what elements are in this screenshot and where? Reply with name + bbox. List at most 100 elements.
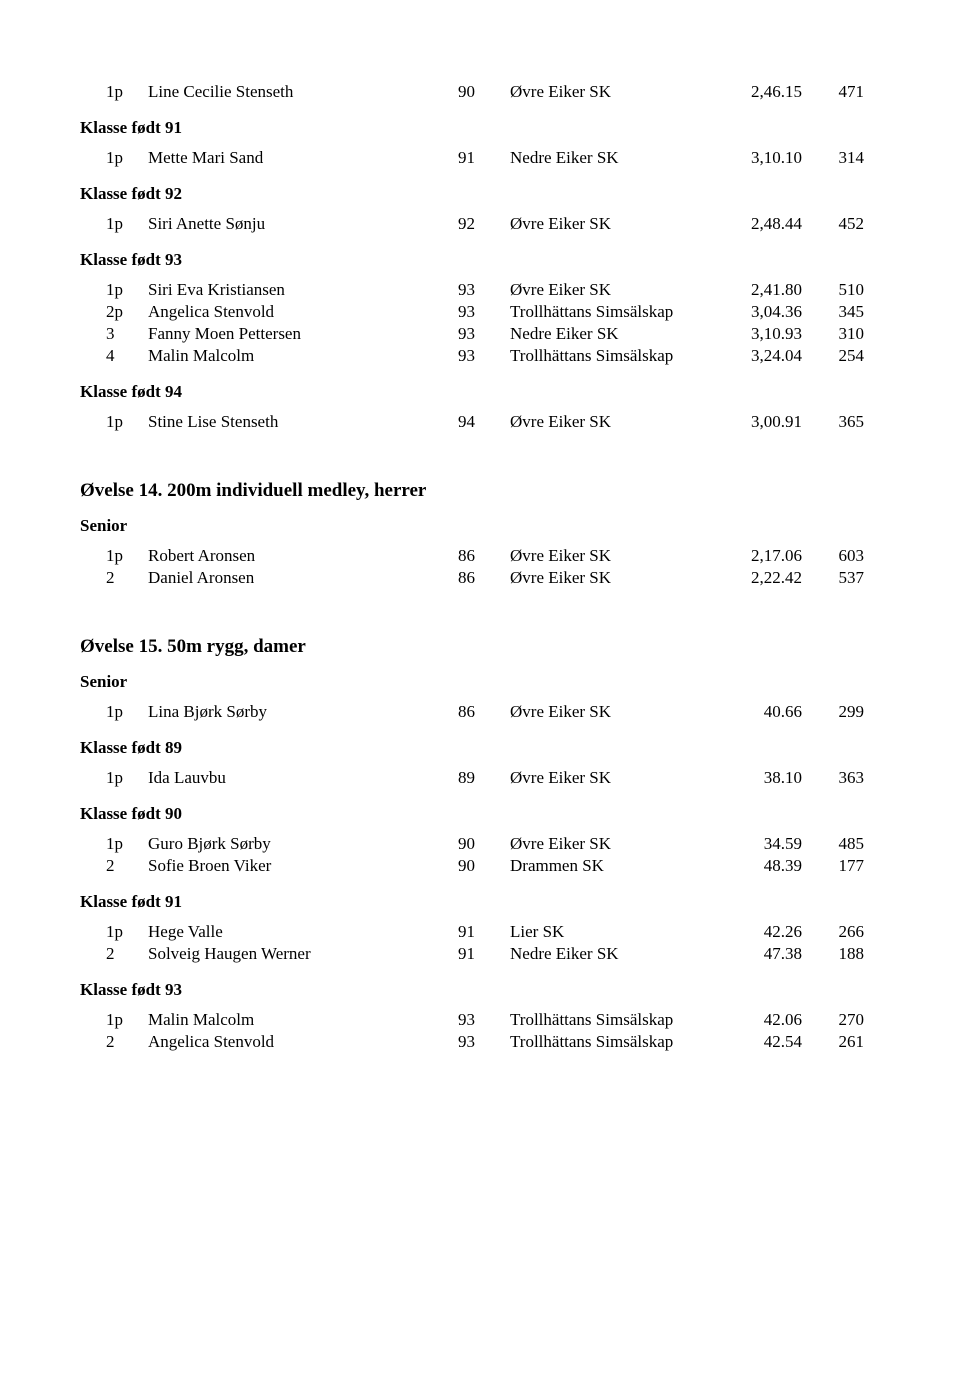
result-row: 1p Line Cecilie Stenseth 90 Øvre Eiker S… [80,82,880,102]
result-row: 3 Fanny Moen Pettersen 93 Nedre Eiker SK… [80,324,880,344]
club: Øvre Eiker SK [510,546,724,566]
senior-header: Senior [80,672,880,692]
birth-year: 86 [458,702,510,722]
points: 603 [802,546,864,566]
club: Nedre Eiker SK [510,324,724,344]
birth-year: 93 [458,1032,510,1052]
result-row: 1p Ida Lauvbu 89 Øvre Eiker SK 38.10 363 [80,768,880,788]
time: 42.06 [724,1010,802,1030]
athlete-name: Lina Bjørk Sørby [148,702,458,722]
place: 1p [106,214,148,234]
club: Trollhättans Simsälskap [510,346,724,366]
points: 177 [802,856,864,876]
club: Øvre Eiker SK [510,412,724,432]
birth-year: 86 [458,546,510,566]
class-header: Klasse født 93 [80,980,880,1000]
place: 1p [106,702,148,722]
athlete-name: Mette Mari Sand [148,148,458,168]
club: Lier SK [510,922,724,942]
result-row: 1p Mette Mari Sand 91 Nedre Eiker SK 3,1… [80,148,880,168]
athlete-name: Angelica Stenvold [148,302,458,322]
points: 363 [802,768,864,788]
points: 254 [802,346,864,366]
result-row: 1p Guro Bjørk Sørby 90 Øvre Eiker SK 34.… [80,834,880,854]
place: 1p [106,82,148,102]
time: 3,10.10 [724,148,802,168]
class-header: Klasse født 91 [80,118,880,138]
class-header: Klasse født 93 [80,250,880,270]
result-row: 2 Sofie Broen Viker 90 Drammen SK 48.39 … [80,856,880,876]
athlete-name: Solveig Haugen Werner [148,944,458,964]
points: 537 [802,568,864,588]
club: Øvre Eiker SK [510,214,724,234]
result-row: 4 Malin Malcolm 93 Trollhättans Simsälsk… [80,346,880,366]
club: Øvre Eiker SK [510,82,724,102]
birth-year: 93 [458,302,510,322]
points: 270 [802,1010,864,1030]
place: 1p [106,546,148,566]
birth-year: 91 [458,944,510,964]
athlete-name: Siri Eva Kristiansen [148,280,458,300]
result-row: 2 Angelica Stenvold 93 Trollhättans Sims… [80,1032,880,1052]
athlete-name: Angelica Stenvold [148,1032,458,1052]
athlete-name: Hege Valle [148,922,458,942]
points: 485 [802,834,864,854]
club: Drammen SK [510,856,724,876]
senior-header: Senior [80,516,880,536]
result-row: 1p Hege Valle 91 Lier SK 42.26 266 [80,922,880,942]
athlete-name: Daniel Aronsen [148,568,458,588]
class-header: Klasse født 94 [80,382,880,402]
time: 38.10 [724,768,802,788]
time: 48.39 [724,856,802,876]
points: 261 [802,1032,864,1052]
class-header: Klasse født 89 [80,738,880,758]
athlete-name: Robert Aronsen [148,546,458,566]
result-row: 2p Angelica Stenvold 93 Trollhättans Sim… [80,302,880,322]
place: 4 [106,346,148,366]
result-row: 2 Solveig Haugen Werner 91 Nedre Eiker S… [80,944,880,964]
result-row: 1p Stine Lise Stenseth 94 Øvre Eiker SK … [80,412,880,432]
result-row: 1p Robert Aronsen 86 Øvre Eiker SK 2,17.… [80,546,880,566]
club: Øvre Eiker SK [510,280,724,300]
birth-year: 89 [458,768,510,788]
birth-year: 93 [458,324,510,344]
place: 2p [106,302,148,322]
time: 3,24.04 [724,346,802,366]
place: 1p [106,922,148,942]
time: 3,00.91 [724,412,802,432]
club: Øvre Eiker SK [510,702,724,722]
points: 471 [802,82,864,102]
place: 2 [106,856,148,876]
points: 345 [802,302,864,322]
birth-year: 91 [458,148,510,168]
birth-year: 93 [458,346,510,366]
birth-year: 86 [458,568,510,588]
birth-year: 93 [458,280,510,300]
birth-year: 94 [458,412,510,432]
birth-year: 90 [458,856,510,876]
place: 1p [106,280,148,300]
points: 310 [802,324,864,344]
place: 1p [106,768,148,788]
club: Øvre Eiker SK [510,834,724,854]
club: Øvre Eiker SK [510,768,724,788]
birth-year: 91 [458,922,510,942]
club: Øvre Eiker SK [510,568,724,588]
points: 452 [802,214,864,234]
time: 42.54 [724,1032,802,1052]
time: 2,22.42 [724,568,802,588]
place: 3 [106,324,148,344]
club: Nedre Eiker SK [510,944,724,964]
club: Trollhättans Simsälskap [510,302,724,322]
result-row: 1p Siri Anette Sønju 92 Øvre Eiker SK 2,… [80,214,880,234]
athlete-name: Line Cecilie Stenseth [148,82,458,102]
place: 2 [106,568,148,588]
place: 2 [106,1032,148,1052]
result-row: 1p Lina Bjørk Sørby 86 Øvre Eiker SK 40.… [80,702,880,722]
class-header: Klasse født 92 [80,184,880,204]
athlete-name: Sofie Broen Viker [148,856,458,876]
athlete-name: Malin Malcolm [148,1010,458,1030]
class-header: Klasse født 90 [80,804,880,824]
athlete-name: Fanny Moen Pettersen [148,324,458,344]
time: 3,04.36 [724,302,802,322]
